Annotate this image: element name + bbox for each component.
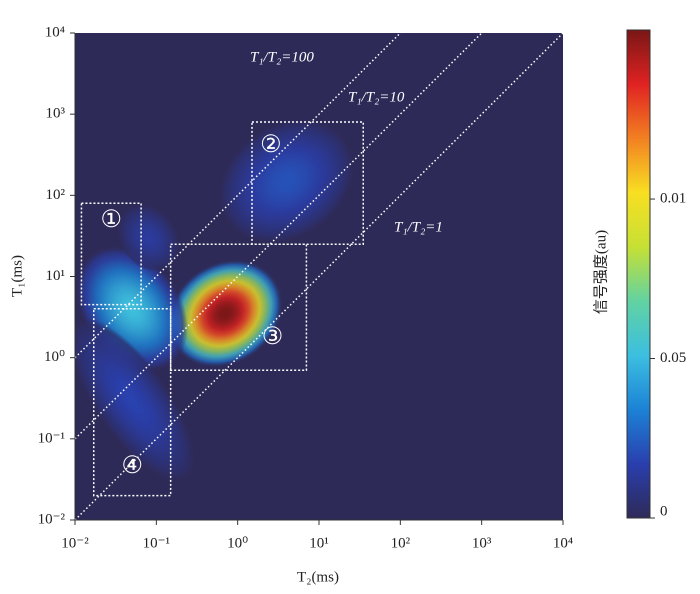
x-tick-label: 10³ bbox=[472, 535, 492, 551]
region-box bbox=[251, 121, 365, 245]
region-label: ② bbox=[260, 132, 282, 158]
colorbar-tick-label: 0.05 bbox=[660, 350, 686, 366]
ratio-label: T₁/T₂=1 bbox=[394, 219, 443, 235]
x-tick-label: 10⁰ bbox=[227, 535, 248, 551]
x-tick-label: 10⁴ bbox=[553, 535, 573, 551]
y-tick-label: 10⁰ bbox=[44, 349, 65, 365]
region-box bbox=[80, 202, 142, 306]
x-tick-label: 10⁻¹ bbox=[143, 535, 170, 551]
ratio-label: T₁/T₂=100 bbox=[250, 49, 314, 65]
x-tick-label: 10¹ bbox=[309, 535, 329, 551]
y-tick-label: 10¹ bbox=[46, 268, 66, 284]
y-tick-label: 10³ bbox=[46, 106, 66, 122]
colorbar-tick-label: 0.01 bbox=[660, 190, 686, 206]
heat-blob bbox=[75, 317, 196, 483]
region-box bbox=[92, 308, 172, 497]
y-tick-label: 10⁻² bbox=[38, 511, 66, 527]
ratio-line bbox=[75, 33, 402, 359]
x-tick-label: 10² bbox=[391, 535, 411, 551]
x-tick-label: 10⁻² bbox=[61, 535, 89, 551]
region-label: ① bbox=[101, 207, 123, 233]
y-axis-title: T₁(ms) bbox=[9, 255, 25, 297]
colorbar-tick-label: 0 bbox=[660, 503, 668, 519]
y-tick-label: 10² bbox=[46, 187, 66, 203]
region-label: ③ bbox=[262, 324, 284, 350]
colorbar bbox=[626, 29, 651, 519]
ratio-line bbox=[75, 33, 483, 440]
overlay bbox=[75, 33, 563, 520]
ratio-label: T₁/T₂=10 bbox=[348, 89, 405, 105]
region-label: ④ bbox=[121, 453, 143, 479]
x-axis-title: T₂(ms) bbox=[297, 569, 339, 585]
colorbar-title: 信号强度(au) bbox=[592, 230, 609, 314]
heat-blob bbox=[117, 203, 180, 272]
y-tick-label: 10⁴ bbox=[45, 24, 65, 40]
y-tick-label: 10⁻¹ bbox=[38, 430, 65, 446]
ratio-line bbox=[75, 33, 563, 520]
region-box bbox=[169, 243, 308, 371]
